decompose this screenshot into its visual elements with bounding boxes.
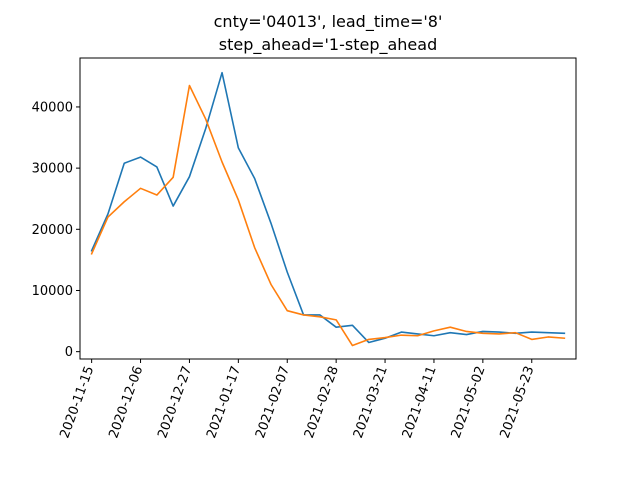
series-line-2 xyxy=(90,84,566,347)
x-tick-label: 2021-02-28 xyxy=(302,364,342,440)
chart-title-line-1: cnty='04013', lead_time='8' xyxy=(214,12,443,32)
x-tick-label: 2021-05-02 xyxy=(449,364,489,440)
x-tick-label: 2021-04-11 xyxy=(400,364,440,440)
series-line-1 xyxy=(90,71,566,344)
x-tick-label: 2020-11-15 xyxy=(57,364,97,440)
y-tick-label: 20000 xyxy=(32,223,73,238)
x-tick-label: 2020-12-27 xyxy=(155,364,195,440)
x-tick-label: 2021-01-17 xyxy=(204,364,244,440)
x-tick-label: 2020-12-06 xyxy=(106,364,146,440)
plot-frame xyxy=(79,57,577,360)
x-tick-label: 2021-02-07 xyxy=(253,364,293,440)
chart-title-line-2: step_ahead='1-step_ahead xyxy=(219,35,437,55)
y-tick-label: 0 xyxy=(65,345,73,360)
x-tick-label: 2021-03-21 xyxy=(351,364,391,440)
y-tick-label: 40000 xyxy=(32,100,73,115)
y-tick-label: 30000 xyxy=(32,162,73,177)
x-tick-label: 2021-05-23 xyxy=(498,364,538,440)
y-tick-label: 10000 xyxy=(32,284,73,299)
